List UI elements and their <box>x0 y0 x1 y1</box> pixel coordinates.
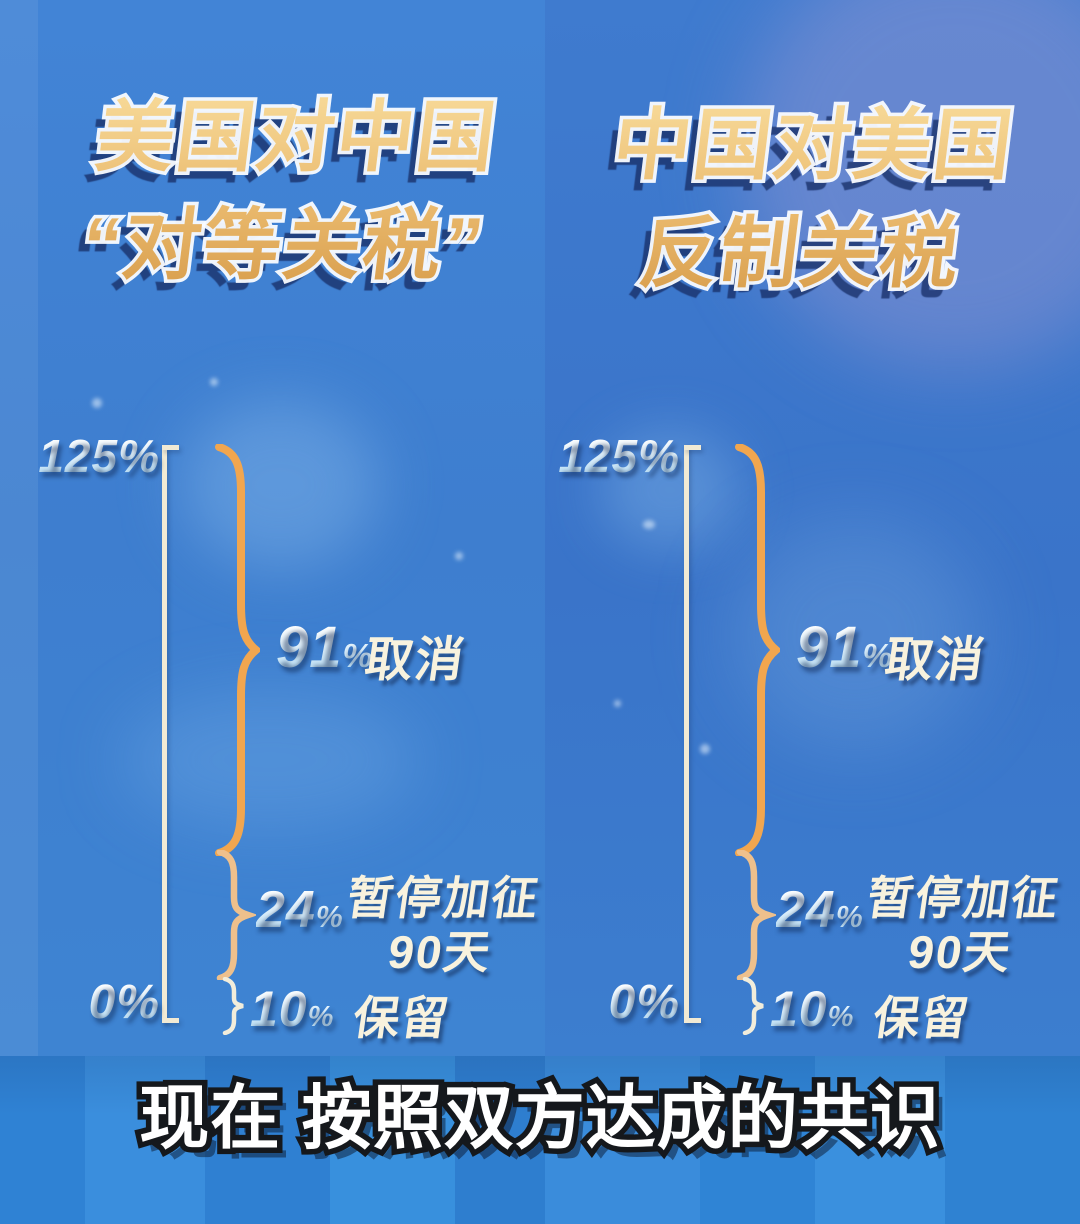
light-speck <box>455 552 463 560</box>
left-segment-24-value: 24% <box>256 881 344 939</box>
right-brace-24-icon <box>736 850 776 980</box>
left-segment-10-value: 10% <box>250 981 335 1037</box>
left-segment-91-label: 取消 <box>361 634 469 687</box>
subtitle-text: 现在 按照双方达成的共识 <box>139 1079 941 1157</box>
subtitle-outline: 现在 按照双方达成的共识 <box>134 1074 945 1163</box>
right-axis-line <box>684 445 689 1023</box>
right-title-line1: 中国对美国 <box>608 101 1020 189</box>
bokeh-light-4 <box>120 690 420 830</box>
right-segment-10-label: 保留 <box>869 992 974 1044</box>
left-axis-top-tick <box>162 445 179 450</box>
left-axis-bottom-tick <box>162 1018 179 1023</box>
left-brace-91-icon <box>215 444 260 856</box>
right-axis-bottom-label: 0% <box>556 975 680 1030</box>
background-left-edge-strip <box>0 0 38 1060</box>
left-segment-10-label: 保留 <box>349 992 454 1044</box>
light-speck <box>210 378 218 386</box>
light-speck <box>614 700 621 707</box>
left-brace-24-icon <box>216 850 256 980</box>
bokeh-light-2 <box>600 430 740 550</box>
right-axis-top-label: 125% <box>556 429 680 483</box>
right-title-line2: 反制关税 <box>635 208 966 297</box>
left-segment-24-label2: 90天 <box>384 926 496 978</box>
left-title-fill: 美国对中国 “对等关税” <box>22 84 558 299</box>
right-brace-10-icon <box>742 977 764 1035</box>
left-axis-top-label: 125% <box>36 429 160 483</box>
right-axis-top-tick <box>684 445 701 450</box>
left-title-line2: “对等关税” <box>77 200 490 289</box>
bokeh-light-1 <box>180 400 380 570</box>
left-segment-91-value: 91% <box>276 615 374 680</box>
background-right-panel <box>545 0 1080 1060</box>
light-speck <box>643 520 655 529</box>
right-chart-title: 中国对美国 反制关税 中国对美国 反制关税 <box>539 92 1075 307</box>
light-speck <box>92 398 102 408</box>
right-segment-91-value: 91% <box>796 615 894 680</box>
left-axis-bottom-label: 0% <box>36 975 160 1030</box>
right-segment-10-value: 10% <box>770 981 855 1037</box>
right-segment-91-label: 取消 <box>881 634 989 687</box>
left-chart-title: 美国对中国 “对等关税” 美国对中国 “对等关税” <box>22 84 558 299</box>
subtitle-caption: 现在 按照双方达成的共识 现在 按照双方达成的共识 <box>0 1074 1080 1163</box>
left-brace-10-icon <box>222 977 244 1035</box>
right-title-fill: 中国对美国 反制关税 <box>539 92 1075 307</box>
right-segment-24-value: 24% <box>776 881 864 939</box>
right-axis-bottom-tick <box>684 1018 701 1023</box>
bottom-stripe-band <box>0 1056 1080 1224</box>
bokeh-light-3 <box>730 520 980 750</box>
right-segment-24-label2: 90天 <box>904 926 1016 978</box>
background-left-panel <box>0 0 545 1060</box>
left-title-line1: 美国对中国 <box>91 93 503 181</box>
light-speck <box>700 744 710 754</box>
left-axis-line <box>162 445 167 1023</box>
right-brace-91-icon <box>735 444 780 856</box>
